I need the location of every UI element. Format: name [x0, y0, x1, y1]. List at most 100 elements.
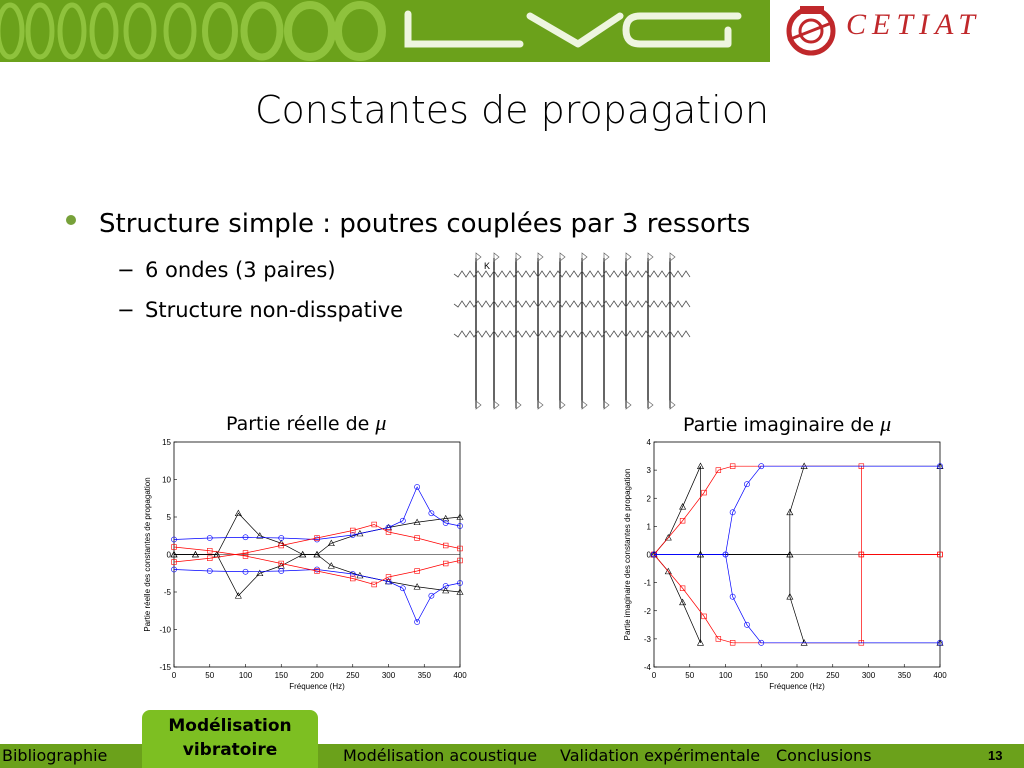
- tab-conclusions[interactable]: Conclusions: [776, 746, 872, 765]
- data-point: [651, 551, 657, 558]
- data-point: [314, 535, 320, 541]
- beam-support-icon: [647, 400, 654, 410]
- spring-line: [453, 270, 691, 278]
- chart-imaginary-part: 0 50 100 150 200 250 300 350 400 4 3 2 1 0 -1 -2 -3 -4 Fré…: [623, 438, 947, 691]
- bullet-dot-icon: [66, 215, 76, 225]
- y-axis-label: Partie réelle des constantes de propagat…: [143, 477, 152, 631]
- tab-modelisation-vibratoire[interactable]: Modélisation vibratoire: [142, 710, 318, 768]
- data-point: [715, 636, 722, 642]
- caption-imag-text: Partie imaginaire de: [683, 414, 875, 436]
- data-point: [786, 508, 794, 516]
- data-point: [744, 621, 750, 628]
- header-green-band: [0, 0, 770, 62]
- coupled-beams-diagram: K: [453, 252, 691, 410]
- x-tick-label: 400: [453, 671, 467, 680]
- y-tick-label: 1: [647, 522, 652, 531]
- data-point: [937, 551, 943, 558]
- x-tick-label: 300: [862, 671, 876, 680]
- slide-title: Constantes de propagation: [254, 88, 770, 132]
- data-point: [278, 568, 285, 574]
- series-line: [173, 546, 461, 585]
- y-axis-label: Partie imaginaire des constantes de prop…: [623, 469, 632, 641]
- springs-group: [453, 270, 691, 338]
- y-tick-label: -1: [644, 579, 652, 588]
- x-tick-label: 150: [275, 671, 289, 680]
- y-tick-label: 15: [162, 438, 171, 447]
- data-point: [385, 578, 392, 585]
- y-tick-label: -2: [644, 607, 652, 616]
- beam-support-icon: [581, 252, 588, 262]
- beam-support-icon: [475, 400, 482, 410]
- data-point: [242, 534, 249, 541]
- data-point: [701, 489, 707, 496]
- data-point: [722, 551, 729, 558]
- beam-support-icon: [475, 252, 482, 262]
- data-point: [278, 542, 284, 549]
- beam-support-icon: [603, 252, 610, 262]
- beam-support-icon: [559, 252, 566, 262]
- beam-support-icon: [493, 252, 500, 262]
- data-point: [457, 557, 463, 564]
- y-tick-label: -10: [159, 626, 171, 635]
- data-point: [256, 569, 264, 577]
- y-tick-label: -4: [644, 663, 652, 672]
- data-point: [171, 536, 177, 543]
- cetiat-emblem-icon: [786, 6, 836, 56]
- tab-validation-experimentale[interactable]: Validation expérimentale: [560, 746, 761, 765]
- spring-line: [453, 300, 691, 308]
- data-point: [350, 575, 356, 582]
- series-line: [174, 554, 461, 597]
- data-point: [170, 550, 178, 558]
- x-tick-label: 50: [685, 671, 694, 680]
- beam-support-icon: [669, 252, 676, 262]
- data-point: [349, 532, 356, 538]
- x-tick-label: 200: [790, 671, 804, 680]
- data-point: [664, 533, 672, 541]
- data-point: [679, 598, 687, 606]
- x-tick-label: 200: [310, 671, 324, 680]
- series-line: [173, 524, 461, 563]
- x-tick-label: 50: [205, 671, 214, 680]
- data-point: [457, 523, 463, 529]
- sub-bullet-nondissipative: Structure non-disspative: [145, 298, 404, 322]
- beam-support-icon: [603, 400, 610, 410]
- data-point: [456, 513, 464, 520]
- lva-logo: [0, 1, 742, 61]
- beams-group: [475, 252, 676, 410]
- data-point: [256, 532, 264, 539]
- x-tick-label: 0: [172, 671, 177, 680]
- data-point: [278, 560, 284, 567]
- y-tick-label: -5: [164, 588, 172, 597]
- data-point: [350, 527, 356, 534]
- y-tick-label: 3: [647, 466, 652, 475]
- data-point: [442, 560, 449, 567]
- data-point: [278, 535, 285, 541]
- data-point: [729, 640, 736, 646]
- x-tick-label: 350: [898, 671, 912, 680]
- spring-label: K: [484, 261, 490, 271]
- spring-line: [453, 330, 691, 338]
- mu-symbol: μ: [880, 411, 892, 436]
- beam-support-icon: [581, 400, 588, 410]
- data-point: [937, 639, 943, 646]
- data-point: [242, 568, 249, 575]
- data-point: [371, 581, 377, 588]
- data-point: [385, 574, 392, 580]
- y-tick-label: -15: [159, 663, 171, 672]
- tab-modelisation-acoustique[interactable]: Modélisation acoustique: [343, 746, 538, 765]
- data-point: [414, 535, 420, 541]
- sub-bullet-waves: 6 ondes (3 paires): [145, 258, 336, 282]
- beam-support-icon: [537, 252, 544, 262]
- bullet-main: Structure simple : poutres couplées par …: [99, 209, 751, 239]
- caption-real-part: Partie réelle de μ: [226, 410, 386, 436]
- data-point: [679, 518, 686, 524]
- data-point: [786, 550, 794, 558]
- data-point: [171, 544, 177, 550]
- tab-bibliographie[interactable]: Bibliographie: [2, 746, 108, 765]
- data-point: [191, 550, 199, 558]
- x-axis-label: Fréquence (Hz): [769, 682, 825, 691]
- y-tick-label: 2: [647, 494, 652, 503]
- x-tick-label: 250: [826, 671, 840, 680]
- x-tick-label: 150: [755, 671, 769, 680]
- data-point: [371, 521, 377, 528]
